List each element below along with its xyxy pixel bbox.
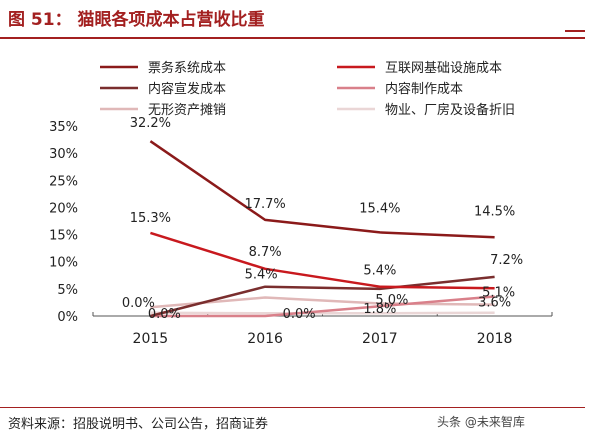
- data-label: 3.6%: [478, 295, 511, 310]
- data-label: 15.3%: [130, 211, 171, 226]
- y-tick-label: 15%: [49, 229, 78, 244]
- y-tick-label: 5%: [57, 283, 78, 298]
- figure-title: 图 51： 猫眼各项成本占营收比重: [8, 10, 265, 30]
- watermark: 头条 @未来智库: [437, 415, 525, 429]
- x-tick-label: 2018: [477, 331, 513, 347]
- series-line: [150, 295, 495, 318]
- figure-header: 图 51： 猫眼各项成本占营收比重: [0, 0, 593, 39]
- y-tick-label: 35%: [49, 120, 78, 135]
- title-rule-accent: [565, 30, 585, 32]
- data-label: 0.0%: [122, 296, 155, 311]
- data-label: 32.2%: [130, 116, 171, 131]
- y-tick-label: 20%: [49, 201, 78, 216]
- data-label: 8.7%: [249, 245, 282, 260]
- data-label: 5.1%: [482, 285, 515, 300]
- y-tick-label: 10%: [49, 256, 78, 271]
- y-tick-label: 25%: [49, 174, 78, 189]
- legend-label: 内容制作成本: [385, 81, 463, 97]
- footer-rule: [0, 407, 585, 408]
- data-label: 5.4%: [363, 264, 396, 279]
- data-label: 7.2%: [490, 253, 523, 268]
- data-label: 5.0%: [375, 293, 408, 308]
- data-label: 1.8%: [363, 302, 396, 317]
- y-tick-label: 0%: [57, 310, 78, 325]
- data-label: 17.7%: [244, 197, 285, 212]
- x-tick-label: 2015: [133, 331, 169, 347]
- data-label: 5.4%: [245, 268, 278, 283]
- series-lines: [149, 140, 495, 318]
- source-note: 资料来源：招股说明书、公司公告，招商证券: [8, 417, 269, 432]
- series-line: [150, 231, 495, 290]
- data-labels: 32.2% 17.7% 15.4% 14.5% 15.3% 8.7% 5.4% 5.1% 0.0…: [122, 116, 523, 322]
- x-tick-label: 2016: [247, 331, 283, 347]
- x-tick-label: 2017: [362, 331, 398, 347]
- data-label: 0.0%: [283, 307, 316, 322]
- legend-label: 无形资产摊销: [148, 103, 226, 118]
- data-label: 0.0%: [148, 307, 181, 322]
- series-line: [150, 275, 495, 318]
- legend-label: 内容宣发成本: [148, 81, 226, 97]
- y-tick-label: 30%: [49, 147, 78, 162]
- series-line: [149, 140, 495, 239]
- legend-label: 物业、厂房及设备折旧: [385, 102, 515, 118]
- title-rule: [0, 37, 585, 39]
- data-label: 14.5%: [474, 204, 515, 219]
- legend-label: 票务系统成本: [148, 60, 226, 76]
- legend-label: 互联网基础设施成本: [385, 61, 502, 76]
- y-axis: 0% 5% 10% 15% 20% 25% 30% 35%: [49, 120, 78, 325]
- series-line: [150, 311, 495, 315]
- data-label: 15.4%: [359, 201, 400, 216]
